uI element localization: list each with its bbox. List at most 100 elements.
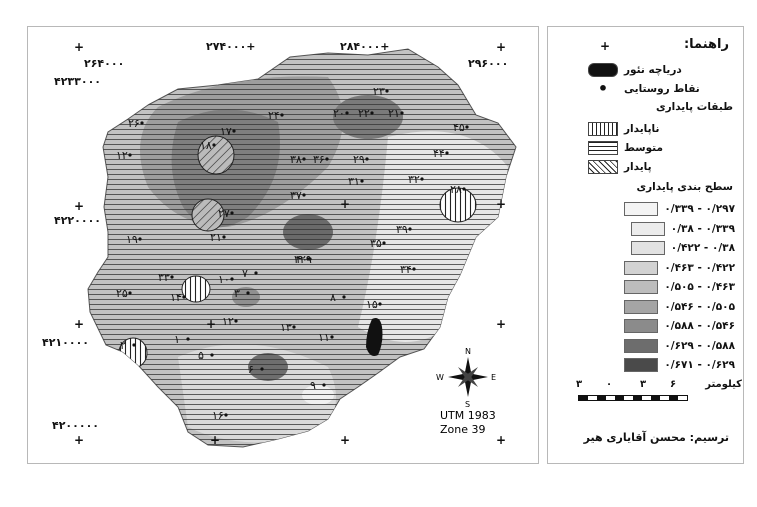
stable-nw (197, 135, 235, 175)
village-label: ۷ (242, 267, 248, 280)
level-swatch (624, 358, 659, 372)
grid-cross: + (600, 39, 611, 53)
coord-x-264000: ۲۶۴۰۰۰ (84, 57, 125, 70)
village-label: ۲۲ (358, 107, 370, 120)
scale-tick-6: ۶ (670, 379, 677, 390)
village-label: ۱۴ (170, 291, 182, 304)
class-label-stable: پایدار (624, 160, 652, 173)
village-label: ۴۴ (433, 147, 445, 160)
lake-swatch (588, 62, 618, 77)
village-label: ۳۹ (396, 223, 408, 236)
classes-title: طبقات پایداری (655, 101, 733, 113)
village-label: ۱۹ (126, 233, 138, 246)
utm-line1: UTM 1983 (440, 409, 496, 422)
village-label: ۱۸ (200, 139, 212, 152)
legend-lake-row: دریاچه نئور (588, 61, 682, 78)
compass-s: S (465, 400, 470, 409)
level-label: ۰/۴۲۲ - ۰/۴۶۳ (664, 261, 735, 274)
village-dot (412, 267, 416, 271)
village-dot (170, 275, 174, 279)
village-label: ۲۶ (128, 117, 140, 130)
village-dot-icon: • (597, 79, 609, 98)
scale-tick-3l: ۳ (576, 379, 583, 390)
village-dot (246, 291, 250, 295)
legend-level-row: ۰/۵۰۵ - ۰/۵۴۶ (624, 299, 735, 315)
village-label: ۳۴ (400, 263, 412, 276)
village-label: ۳۳ (158, 271, 170, 284)
village-label: ۳ (234, 287, 240, 300)
village-label: ۲۲۹ (294, 253, 312, 266)
village-dot (302, 193, 306, 197)
village-dot (345, 111, 349, 115)
unstable-east (439, 187, 477, 223)
village-dot (128, 153, 132, 157)
village-dot (230, 277, 234, 281)
village-label: ۵ (198, 349, 204, 362)
scale-bar: کیلومتر ۶ ۳ ۰ ۳ (576, 379, 742, 401)
village-label: ۱۰ (218, 273, 230, 286)
village-dot (330, 335, 334, 339)
utm-line2: Zone 39 (440, 423, 486, 436)
coord-x-296000: ۲۹۶۰۰۰ (468, 57, 509, 70)
legend-level-row: ۰/۶۲۹ - ۰/۶۷۱ (624, 357, 735, 373)
legend-villages-label: نقاط روستایی (624, 82, 700, 95)
village-label: ۲ (120, 339, 126, 352)
village-label: ۴۰ (296, 253, 308, 266)
unstable-center (181, 275, 211, 303)
village-dot (254, 271, 258, 275)
scale-tick-0: ۰ (606, 379, 613, 390)
village-dot (224, 413, 228, 417)
legend-level-row: ۰/۵۴۶ - ۰/۵۸۸ (624, 318, 735, 334)
village-dot (212, 143, 216, 147)
village-dot (465, 125, 469, 129)
stable-w (191, 198, 225, 232)
legend-level-row: ۰/۳۳۹ - ۰/۳۸ (630, 221, 735, 237)
class-label-unstable: ناپایدار (624, 122, 660, 135)
legend-lake-label: دریاچه نئور (624, 63, 682, 76)
grid-cross: + (74, 433, 85, 447)
level-swatch (624, 280, 659, 294)
village-dot (232, 129, 236, 133)
village-label: ۱۵ (366, 298, 378, 311)
legend-villages-row: • نقاط روستایی (588, 79, 700, 98)
village-dot (385, 89, 389, 93)
village-label: ۲۱ (388, 107, 400, 120)
level-swatch (630, 221, 665, 236)
compass-n: N (465, 347, 471, 356)
coord-y-4220000: ۴۲۲۰۰۰۰ (54, 214, 101, 227)
grid-cross: + (74, 199, 85, 213)
village-label: ۱ (174, 333, 180, 346)
coord-y-4200000: ۴۲۰۰۰۰۰ (52, 419, 99, 432)
grid-cross: + (210, 433, 221, 447)
grid-cross: + (496, 317, 507, 331)
compass-e: E (491, 373, 496, 382)
village-label: ۲۳ (373, 85, 385, 98)
village-dot (365, 157, 369, 161)
sustainability-surface (87, 48, 517, 448)
village-dot (370, 111, 374, 115)
village-dot (140, 121, 144, 125)
level-swatch (630, 241, 665, 255)
village-dot (382, 241, 386, 245)
village-label: ۲۴ (268, 109, 280, 122)
grid-cross: + (496, 433, 507, 447)
levels-title: سطح بندی پایداری (636, 181, 733, 193)
village-dot (420, 177, 424, 181)
village-label: ۲۰ (333, 107, 345, 120)
village-label: ۲۸ (450, 183, 462, 196)
level-label: ۰/۵۰۵ - ۰/۵۴۶ (664, 300, 735, 313)
village-label: ۸ (330, 291, 336, 304)
grid-cross: + (74, 40, 85, 54)
north-arrow: N S E W (436, 347, 496, 409)
legend-class-stable: پایدار (588, 158, 652, 175)
lake (366, 318, 383, 356)
village-dot (302, 157, 306, 161)
village-dot (378, 302, 382, 306)
level-swatch (624, 338, 659, 353)
village-dot (325, 157, 329, 161)
map-panel: ۲۳ ۲۲ ۲۱ ۲۰ ۲۶ ۱۷ ۱۸ ۲۴ ۳۸ ۳۶ ۲۹ ۳۱ ۴۵ ۴۴ ۱۲ ۳۷ ۲۷ ۳۲ ۲۸ ۱۹… (27, 26, 539, 464)
level-swatch (624, 319, 659, 333)
unstable-swatch (588, 121, 618, 136)
